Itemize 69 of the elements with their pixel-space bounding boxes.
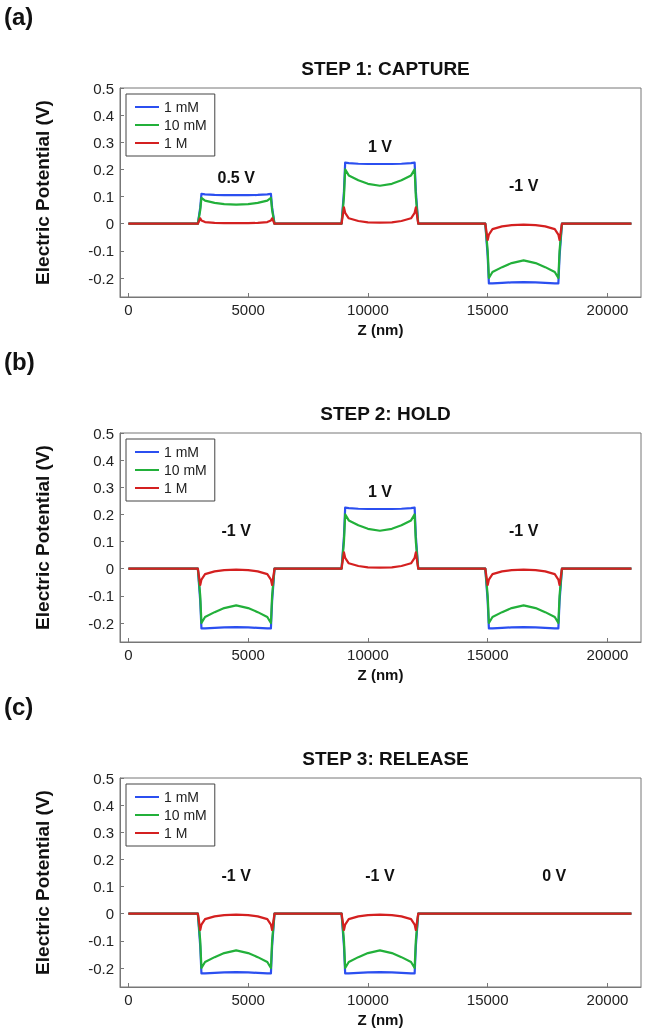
y-tick-label: 0.3: [93, 823, 114, 841]
y-tick-label: 0.1: [93, 878, 114, 896]
annotation: 1 V: [367, 138, 393, 156]
x-tick-label: 5000: [231, 991, 265, 1008]
x-tick-label: 0: [124, 991, 133, 1008]
x-tick-label: 5000: [231, 301, 265, 318]
y-tick-label: -0.1: [88, 587, 114, 605]
x-axis-title: Z (nm): [357, 665, 404, 683]
legend-label: 10 mM: [164, 117, 207, 133]
annotation: -1 V: [508, 177, 539, 195]
x-tick-label: 20000: [586, 991, 629, 1008]
x-tick-label: 20000: [586, 646, 629, 663]
annotation: 1 V: [367, 483, 393, 501]
legend-label: 1 mM: [164, 444, 199, 460]
annotation: -1 V: [365, 867, 395, 885]
y-tick-label: 0: [105, 905, 114, 923]
y-tick-label: 0.1: [93, 533, 114, 551]
y-tick-label: 0.3: [93, 133, 114, 151]
text: (a): [4, 2, 34, 30]
y-tick-label: 0.2: [93, 850, 114, 868]
y-tick-label: 0.5: [93, 79, 114, 97]
annotation: -1 V: [508, 522, 539, 540]
x-tick-label: 20000: [586, 301, 629, 318]
y-axis-title: Electric Potential (V): [32, 445, 53, 630]
x-tick-label: 5000: [231, 646, 265, 663]
legend-label: 10 mM: [164, 462, 207, 478]
y-tick-label: 0.2: [93, 505, 114, 523]
text: (b): [4, 347, 35, 375]
y-tick-label: 0.5: [93, 769, 114, 787]
y-tick-label: 0.4: [93, 106, 114, 124]
chart-title: STEP 1: CAPTURE: [301, 58, 470, 79]
x-axis-title: Z (nm): [357, 320, 404, 338]
x-tick-label: 15000: [466, 301, 509, 318]
y-tick-label: 0.1: [93, 188, 114, 206]
x-tick-label: 10000: [347, 991, 389, 1008]
y-tick-label: -0.2: [88, 269, 114, 287]
y-axis-title: Electric Potential (V): [32, 790, 53, 975]
y-tick-label: -0.1: [88, 242, 114, 260]
y-tick-label: -0.1: [88, 932, 114, 950]
x-tick-label: 10000: [347, 301, 389, 318]
chart-title: STEP 2: HOLD: [320, 403, 451, 424]
legend-label: 10 mM: [164, 807, 207, 823]
annotation: -1 V: [221, 867, 252, 885]
y-tick-label: 0.4: [93, 796, 114, 814]
y-tick-label: 0.2: [93, 160, 114, 178]
y-tick-label: -0.2: [88, 614, 114, 632]
x-tick-label: 15000: [466, 991, 509, 1008]
y-axis-title: Electric Potential (V): [32, 100, 53, 285]
legend-label: 1 mM: [164, 789, 199, 805]
x-tick-label: 10000: [347, 646, 389, 663]
chart-title: STEP 3: RELEASE: [302, 748, 469, 769]
annotation: 0.5 V: [217, 169, 256, 187]
text: (c): [4, 692, 34, 720]
x-tick-label: 15000: [466, 646, 509, 663]
x-tick-label: 0: [124, 301, 133, 318]
y-tick-label: 0.4: [93, 451, 114, 469]
y-tick-label: 0: [105, 215, 114, 233]
y-tick-label: -0.2: [88, 959, 114, 977]
legend-label: 1 mM: [164, 99, 199, 115]
y-tick-label: 0.5: [93, 424, 114, 442]
x-axis-title: Z (nm): [357, 1010, 404, 1028]
legend-label: 1 M: [164, 480, 188, 496]
legend-label: 1 M: [164, 135, 188, 151]
annotation: -1 V: [221, 522, 252, 540]
x-tick-label: 0: [124, 646, 133, 663]
annotation: 0 V: [542, 867, 567, 885]
y-tick-label: 0: [105, 560, 114, 578]
legend-label: 1 M: [164, 825, 188, 841]
y-tick-label: 0.3: [93, 478, 114, 496]
